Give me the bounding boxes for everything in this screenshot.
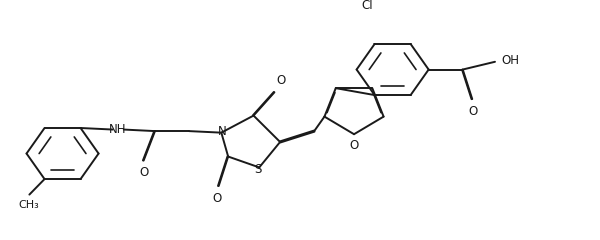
Text: S: S [254, 163, 262, 176]
Text: NH: NH [109, 123, 127, 136]
Text: N: N [218, 125, 227, 138]
Text: O: O [212, 192, 221, 205]
Text: CH₃: CH₃ [18, 200, 39, 210]
Text: O: O [277, 74, 286, 87]
Text: O: O [469, 105, 478, 118]
Text: O: O [349, 139, 359, 152]
Text: OH: OH [501, 54, 519, 67]
Text: O: O [139, 166, 148, 179]
Text: Cl: Cl [361, 0, 373, 12]
